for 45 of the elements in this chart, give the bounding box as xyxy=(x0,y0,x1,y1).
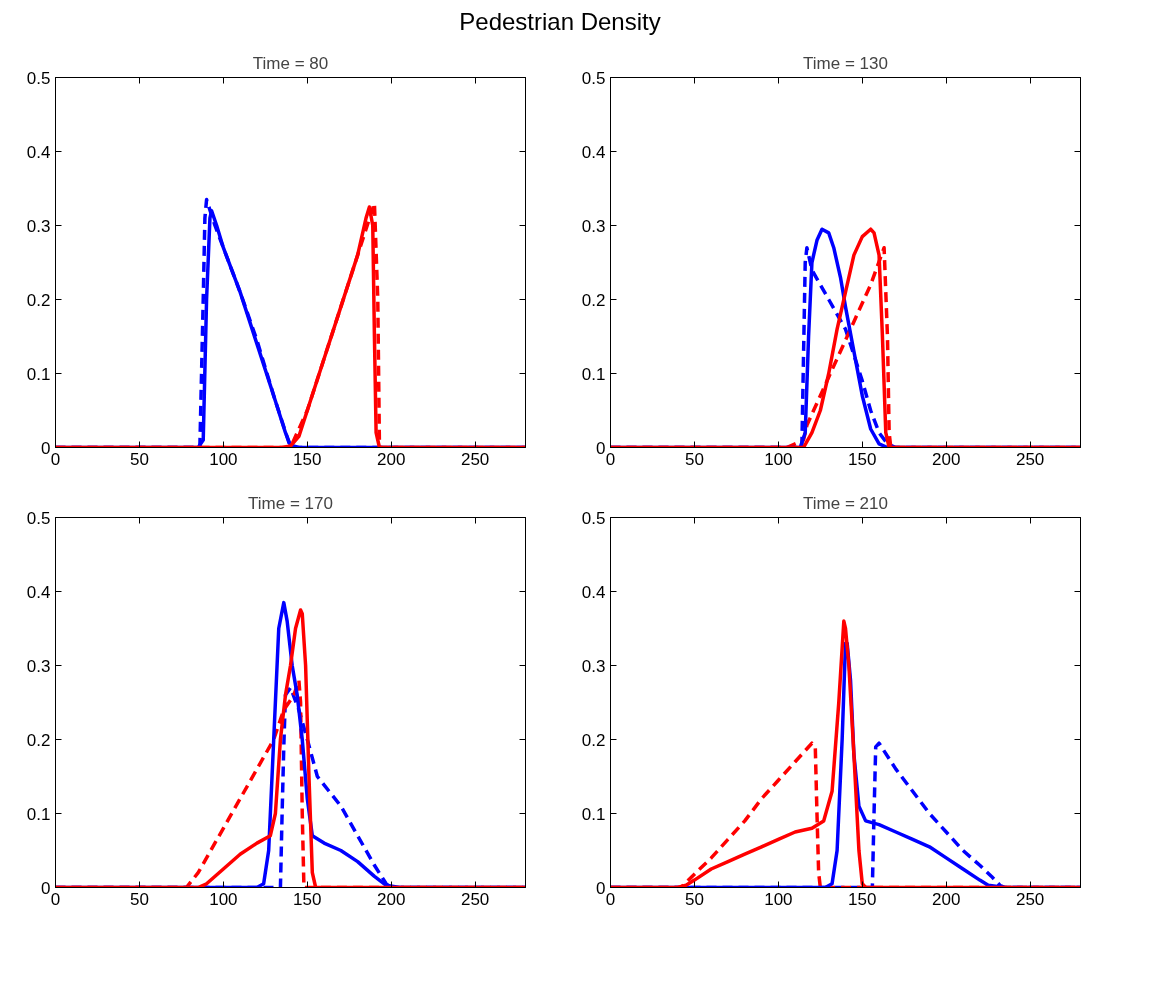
y-tick-label: 0.4 xyxy=(581,582,606,602)
x-tick-label: 150 xyxy=(293,889,322,909)
x-tick-label: 100 xyxy=(764,889,793,909)
x-tick-label: 150 xyxy=(848,889,877,909)
chart-title: Time = 170 xyxy=(248,493,333,513)
text: Pedestrian Density xyxy=(459,7,661,37)
x-tick-label: 250 xyxy=(460,449,490,469)
y-tick-label: 0.2 xyxy=(26,730,51,750)
y-tick-label: 0.1 xyxy=(581,804,606,824)
x-tick-label: 200 xyxy=(377,449,406,469)
y-tick-label: 0.1 xyxy=(26,804,51,824)
y-tick-label: 0.3 xyxy=(581,216,606,236)
x-tick-label: 250 xyxy=(1015,449,1045,469)
y-tick-label: 0.5 xyxy=(26,508,51,528)
x-tick-label: 50 xyxy=(129,449,149,469)
y-tick-label: 0.2 xyxy=(581,730,606,750)
x-tick-label: 100 xyxy=(764,449,793,469)
y-tick-label: 0.1 xyxy=(26,364,51,384)
x-tick-label: 150 xyxy=(293,449,322,469)
y-tick-label: 0.2 xyxy=(26,290,51,310)
chart-title: Time = 80 xyxy=(252,53,329,73)
x-tick-label: 200 xyxy=(932,889,961,909)
x-tick-label: 200 xyxy=(932,449,961,469)
x-tick-label: 100 xyxy=(209,449,238,469)
x-tick-label: 50 xyxy=(684,889,704,909)
x-tick-label: 250 xyxy=(1015,889,1045,909)
x-tick-label: 250 xyxy=(460,889,490,909)
y-tick-label: 0.5 xyxy=(26,68,51,88)
y-tick-label: 0.4 xyxy=(26,582,51,602)
y-tick-label: 0.5 xyxy=(581,68,606,88)
x-tick-label: 50 xyxy=(129,889,149,909)
x-tick-label: 150 xyxy=(848,449,877,469)
y-tick-label: 0.4 xyxy=(581,142,606,162)
y-tick-label: 0.3 xyxy=(26,216,51,236)
chart-title: Time = 210 xyxy=(803,493,888,513)
x-tick-label: 100 xyxy=(209,889,238,909)
x-tick-label: 200 xyxy=(377,889,406,909)
y-tick-label: 0.5 xyxy=(581,508,606,528)
y-tick-label: 0.1 xyxy=(581,364,606,384)
x-tick-label: 50 xyxy=(684,449,704,469)
chart-title: Time = 130 xyxy=(803,53,888,73)
y-tick-label: 0.2 xyxy=(581,290,606,310)
y-tick-label: 0.3 xyxy=(26,656,51,676)
y-tick-label: 0.3 xyxy=(581,656,606,676)
y-tick-label: 0.4 xyxy=(26,142,51,162)
